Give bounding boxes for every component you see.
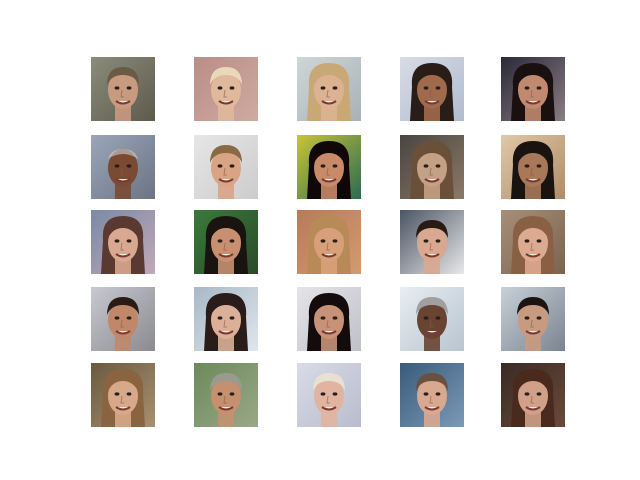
face-image-r5-c3 xyxy=(297,363,361,427)
face-image-r3-c1 xyxy=(91,210,155,274)
face-image-r5-c1 xyxy=(91,363,155,427)
face-image-r1-c5 xyxy=(501,57,565,121)
face-image-r3-c2 xyxy=(194,210,258,274)
face-image-r5-c5 xyxy=(501,363,565,427)
face-image-r4-c5 xyxy=(501,287,565,351)
face-image-r3-c4 xyxy=(400,210,464,274)
face-image-r4-c3 xyxy=(297,287,361,351)
face-image-r1-c4 xyxy=(400,57,464,121)
face-image-r1-c1 xyxy=(91,57,155,121)
face-image-r1-c3 xyxy=(297,57,361,121)
face-image-r1-c2 xyxy=(194,57,258,121)
face-image-r5-c2 xyxy=(194,363,258,427)
face-image-r2-c4 xyxy=(400,135,464,199)
face-image-r2-c1 xyxy=(91,135,155,199)
face-image-r4-c4 xyxy=(400,287,464,351)
face-image-r3-c3 xyxy=(297,210,361,274)
face-image-r4-c1 xyxy=(91,287,155,351)
face-image-r2-c2 xyxy=(194,135,258,199)
face-image-r2-c5 xyxy=(501,135,565,199)
face-image-r5-c4 xyxy=(400,363,464,427)
face-image-r4-c2 xyxy=(194,287,258,351)
face-image-r2-c3 xyxy=(297,135,361,199)
face-image-r3-c5 xyxy=(501,210,565,274)
